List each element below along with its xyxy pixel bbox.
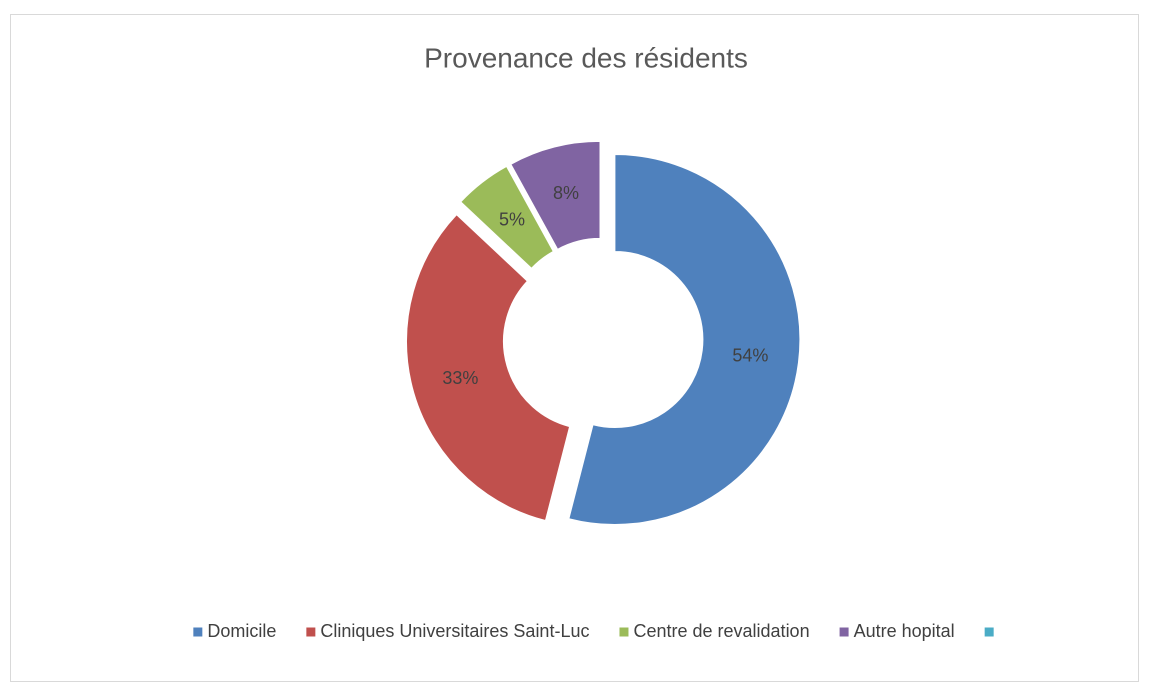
data-label: 33%: [442, 368, 478, 388]
legend-label: Centre de revalidation: [633, 621, 809, 641]
data-label: 54%: [732, 345, 768, 365]
donut-slice: [406, 213, 571, 522]
chart-frame: [10, 14, 1139, 682]
donut-slice: [510, 140, 601, 250]
legend-label: Autre hopital: [854, 621, 955, 641]
donut-slice: [460, 165, 554, 269]
legend-swatch: [619, 627, 629, 637]
legend-swatch: [193, 627, 203, 637]
chart-title: Provenance des résidents: [424, 42, 748, 73]
legend: Domicile Cliniques Universitaires Saint-L…: [193, 621, 994, 641]
legend-swatch: [984, 627, 994, 637]
legend-label: Cliniques Universitaires Saint-Luc: [320, 621, 589, 641]
legend-label: Domicile: [207, 621, 276, 641]
data-label: 5%: [499, 209, 525, 229]
legend-swatch: [839, 627, 849, 637]
donut-slice: [568, 154, 801, 525]
data-label: 8%: [553, 183, 579, 203]
legend-swatch: [306, 627, 316, 637]
